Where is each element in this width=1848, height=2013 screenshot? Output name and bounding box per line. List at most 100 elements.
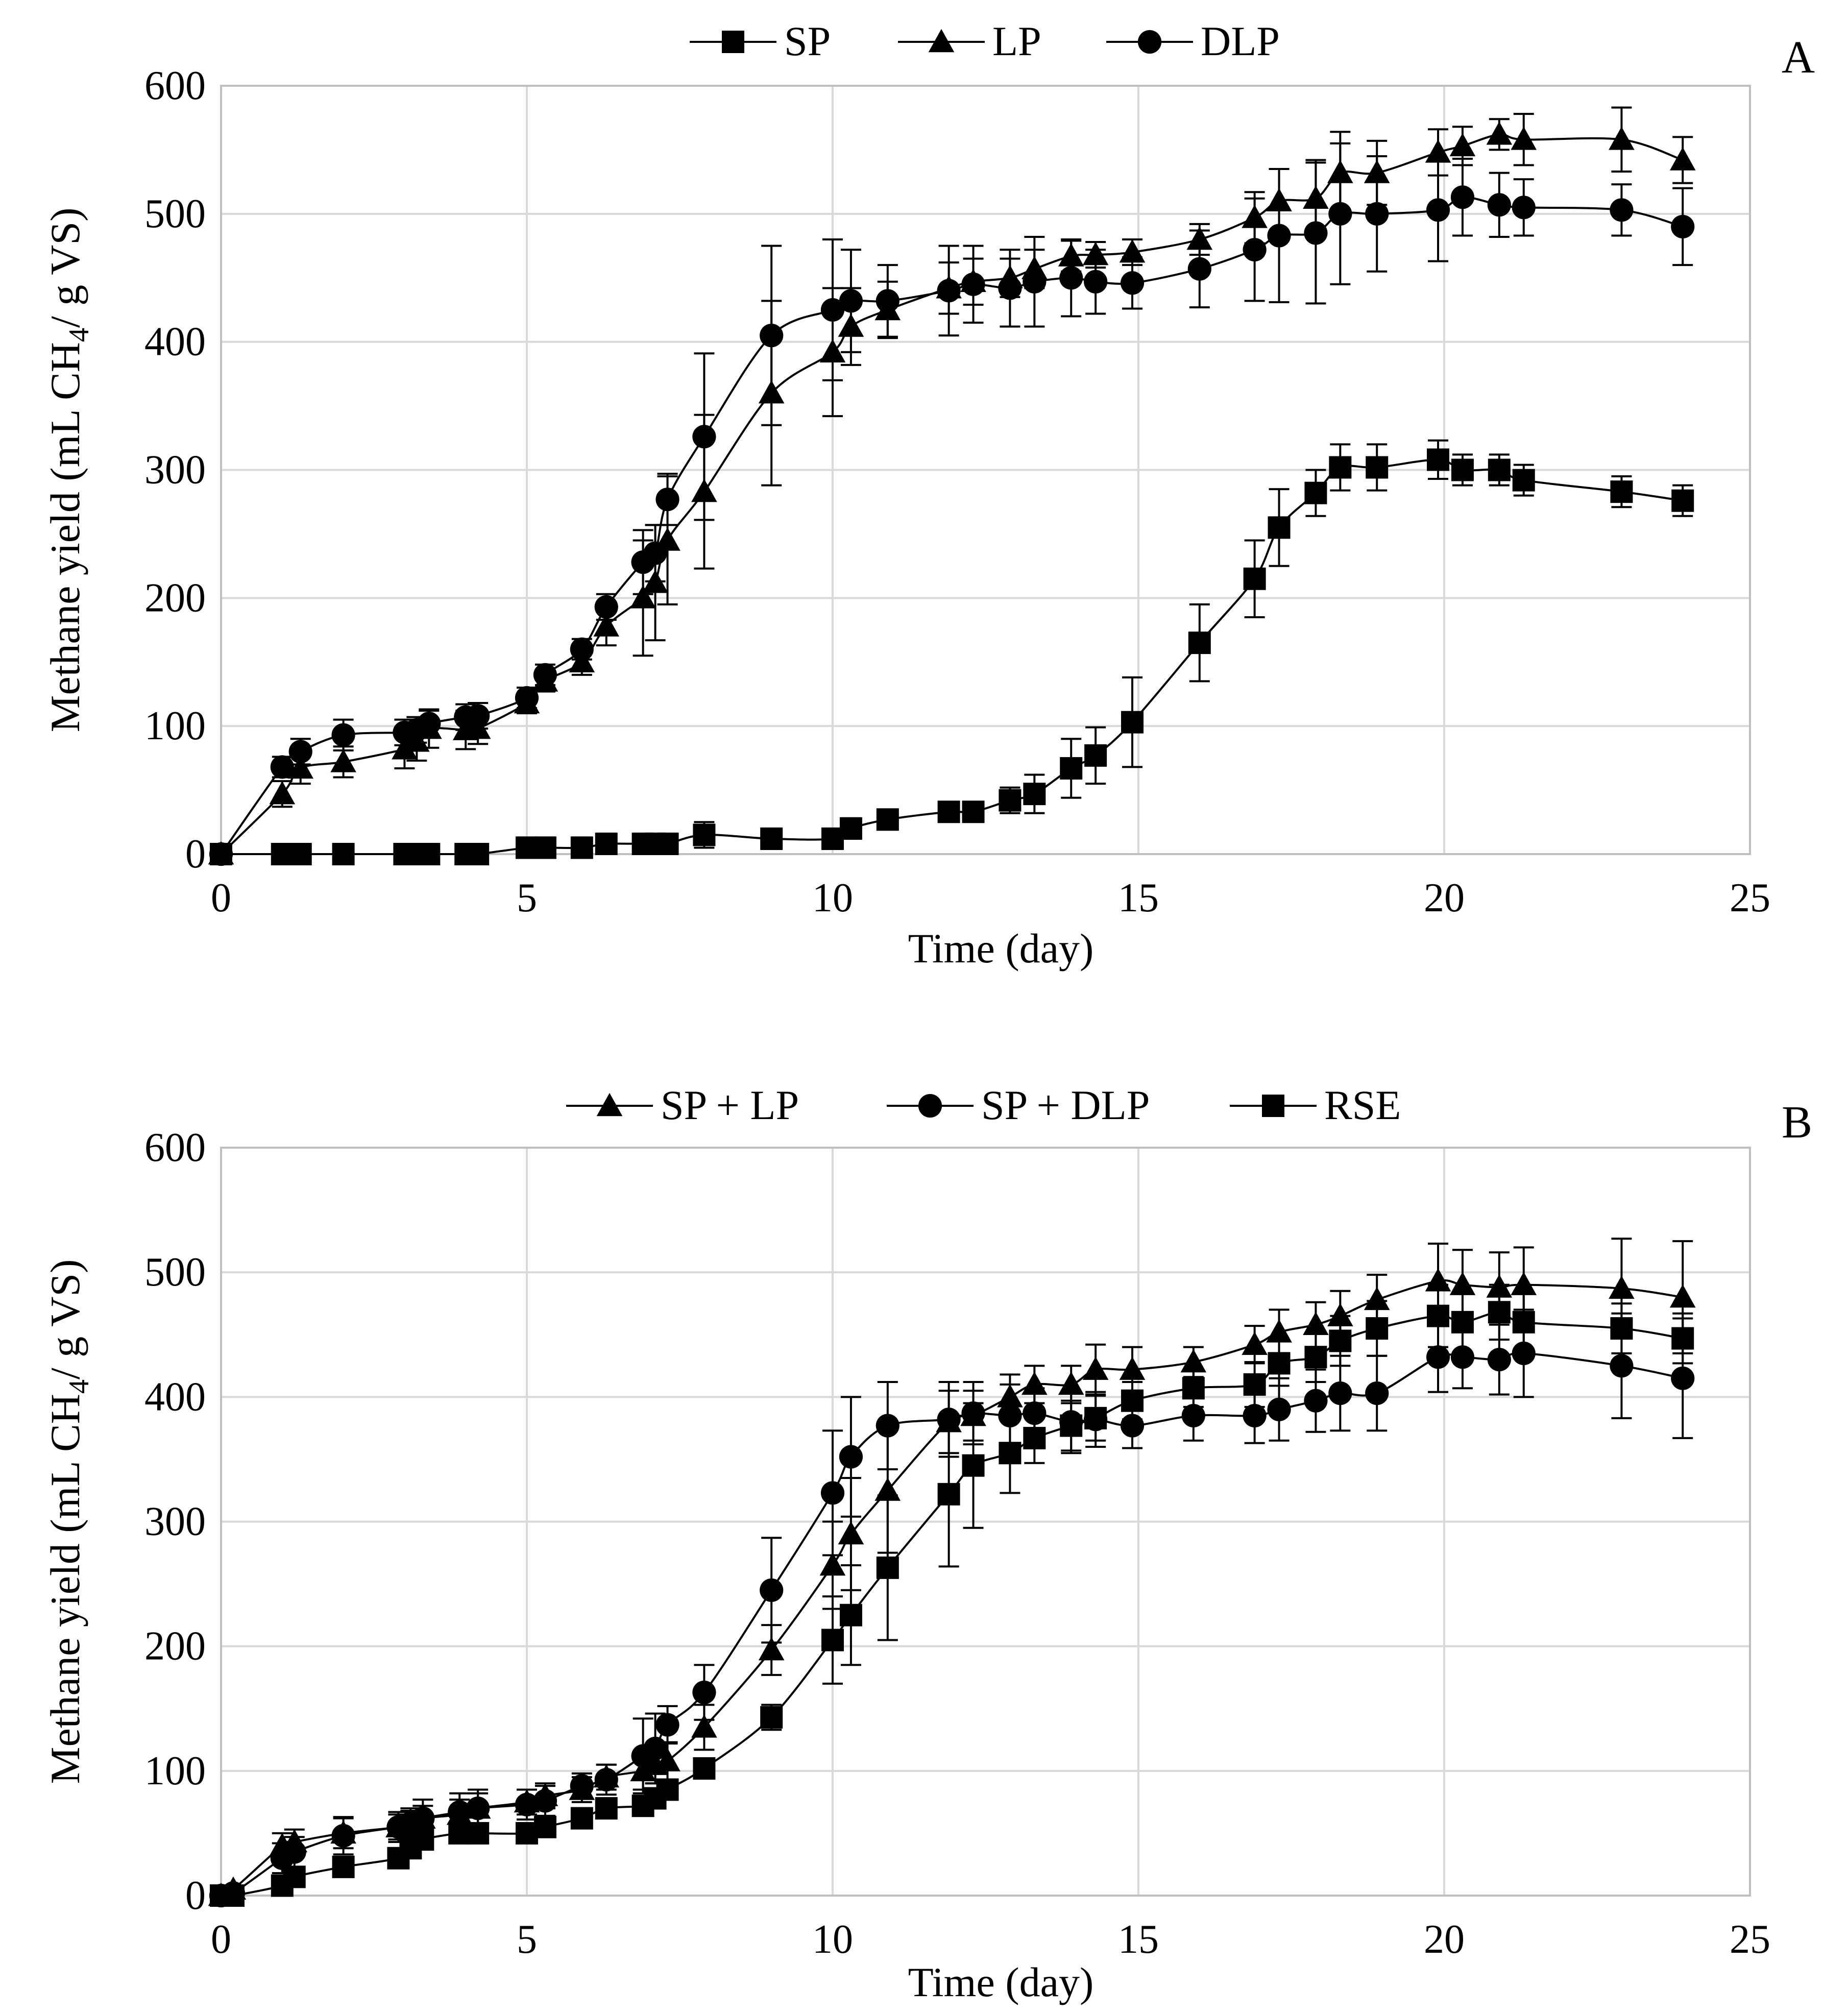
panel-a-y-tick-label: 0 [185, 832, 206, 877]
panel-b-data-point-sp-lp [691, 1714, 717, 1738]
panel-b-legend-item-sp-lp: SP + LP [566, 1082, 799, 1128]
panel-b-x-tick-labels: 0 5 10 15 20 25 [211, 1917, 1770, 1962]
panel-b-legend-marker-sp-lp [596, 1093, 623, 1117]
panel-a-data-point-lp [1364, 160, 1390, 183]
panel-b-y-tick-label: 100 [144, 1749, 206, 1793]
panel-b-data-point-sp-lp [630, 1758, 656, 1782]
panel-a-y-tick-label: 600 [144, 63, 206, 108]
panel-b-data-point-sp-dlp [876, 1414, 899, 1438]
panel-a-data-point-sp [1023, 783, 1046, 806]
panel-b-data-point-rse [222, 1884, 245, 1907]
panel-a-data-point-sp [1188, 632, 1211, 654]
panel-a-x-tick-label: 0 [211, 876, 231, 920]
panel-b-data-point-sp-dlp [1610, 1354, 1634, 1378]
panel-a-data-point-lp [287, 755, 314, 779]
panel-a-data-point-sp [332, 843, 355, 865]
panel-a-legend-marker-dlp [1137, 30, 1162, 54]
panel-b-data-point-rse [1023, 1426, 1046, 1449]
panel-b-data-point-sp-dlp [1450, 1345, 1475, 1369]
panel-b-data-point-sp-dlp [411, 1806, 435, 1830]
panel-a-markers [208, 122, 1696, 866]
panel-b-data-point-rse [1182, 1377, 1205, 1400]
panel-b-data-point-sp-dlp [1365, 1381, 1389, 1405]
panel-b-data-point-sp-dlp [760, 1578, 784, 1602]
panel-a-data-point-lp [1119, 239, 1146, 263]
panel-a-data-point-sp [1329, 456, 1352, 479]
panel-b-y-axis-label-subscript: 4 [63, 1379, 95, 1394]
panel-a-y-tick-label: 200 [144, 575, 206, 620]
panel-a-data-point-dlp [643, 541, 667, 565]
panel-a-data-point-sp [1268, 516, 1291, 539]
panel-a-y-axis-label-tail: / g VS) [42, 208, 88, 328]
panel-b-data-point-sp-dlp [282, 1840, 306, 1864]
panel-b-data-point-rse [332, 1855, 355, 1878]
panel-b-data-point-sp-dlp [1267, 1397, 1291, 1421]
panel-a-y-axis-label-subscript: 4 [63, 328, 95, 342]
panel-a-data-point-lp [1303, 185, 1329, 209]
panel-a-data-point-sp [1243, 567, 1266, 590]
panel-b-data-point-rse [999, 1442, 1022, 1465]
panel-a-data-point-dlp [1328, 202, 1352, 226]
panel-a-legend: SP LP DLP [690, 18, 1280, 64]
panel-b-data-point-sp-dlp [515, 1792, 539, 1816]
panel-a-data-point-sp [693, 823, 716, 846]
panel-b-data-point-rse [1512, 1311, 1535, 1333]
panel-b-data-point-sp-dlp [1671, 1366, 1695, 1390]
panel-a-data-point-dlp [655, 488, 679, 512]
panel-b-data-point-sp-dlp [1243, 1403, 1267, 1428]
panel-a-x-tick-label: 15 [1118, 876, 1159, 920]
panel-b-legend: SP + LP SP + DLP RSE [566, 1082, 1401, 1128]
panel-a-data-point-lp [1669, 147, 1696, 171]
panel-b-data-point-rse [1060, 1414, 1083, 1437]
panel-b-legend-item-rse: RSE [1230, 1082, 1401, 1128]
panel-a-data-point-lp [1186, 226, 1213, 250]
panel-b-data-point-sp-lp [1669, 1284, 1696, 1308]
panel-a-data-point-lp [330, 749, 356, 772]
panel-b-data-point-sp-lp [1511, 1272, 1537, 1295]
panel-a-data-point-lp [1058, 243, 1084, 266]
panel-b-data-point-sp-lp [1327, 1303, 1353, 1326]
panel-a-y-tick-labels: 0 100 200 300 400 500 600 [144, 63, 206, 877]
panel-a-data-point-dlp [270, 755, 294, 779]
panel-a-data-point-lp [758, 380, 785, 404]
panel-b-data-point-sp-dlp [466, 1796, 490, 1821]
panel-b-data-point-sp-dlp [820, 1481, 845, 1505]
panel-b-data-point-sp-lp [838, 1521, 864, 1545]
panel-b-x-tick-label: 25 [1730, 1917, 1770, 1962]
panel-b-data-point-sp-lp [758, 1637, 785, 1661]
panel-a-data-point-lp [691, 478, 717, 502]
panel-b-data-point-sp-dlp [998, 1403, 1022, 1428]
panel-a-data-point-dlp [533, 663, 557, 687]
panel-b-data-point-sp-lp [1303, 1312, 1329, 1335]
panel-b-data-point-sp-dlp [1304, 1389, 1328, 1413]
panel-b-markers [208, 1268, 1696, 1908]
panel-a: 0 100 200 300 400 500 600 0 5 10 15 20 25 Time (day… [42, 18, 1815, 972]
panel-a-data-point-sp [656, 832, 679, 855]
panel-b-data-point-rse [760, 1706, 783, 1729]
panel-a-data-point-dlp [594, 595, 618, 619]
panel-b-data-point-rse [1610, 1317, 1633, 1340]
panel-a-legend-item-dlp: DLP [1106, 18, 1280, 64]
panel-a-data-point-dlp [839, 289, 863, 313]
panel-a-data-point-sp [467, 843, 490, 865]
panel-b-legend-item-sp-dlp: SP + DLP [887, 1082, 1150, 1128]
panel-a-legend-item-sp: SP [690, 18, 831, 64]
panel-b-x-tick-label: 10 [812, 1917, 853, 1962]
panel-a-data-point-dlp [331, 723, 355, 747]
panel-a-data-point-dlp [288, 740, 312, 764]
panel-b-data-point-rse [1121, 1389, 1144, 1412]
panel-b-data-point-rse [962, 1454, 985, 1477]
panel-a-data-point-dlp [1023, 270, 1047, 294]
panel-a-data-point-lp [838, 313, 864, 337]
panel-b-data-point-sp-dlp [1328, 1381, 1352, 1405]
panel-a-x-tick-label: 25 [1730, 876, 1770, 920]
panel-a-x-tick-labels: 0 5 10 15 20 25 [211, 876, 1770, 920]
panel-a-data-point-sp [1121, 711, 1144, 734]
panel-b-data-point-sp-lp [1180, 1349, 1207, 1373]
panel-b-y-axis-label-tail: / g VS) [42, 1259, 88, 1379]
panel-a-data-point-lp [1486, 122, 1513, 145]
panel-a-data-point-lp [392, 736, 418, 760]
panel-a-y-tick-label: 100 [144, 704, 206, 748]
panel-b-data-point-rse [1329, 1329, 1352, 1352]
